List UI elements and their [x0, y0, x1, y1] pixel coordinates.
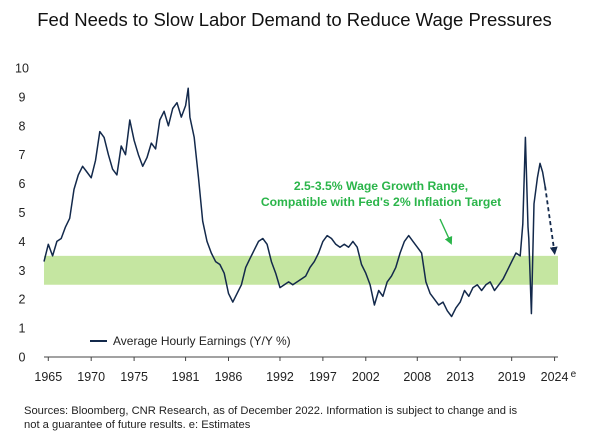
x-tick-label: 1970 [77, 370, 105, 384]
annotation-line-2: Compatible with Fed's 2% Inflation Targe… [261, 195, 501, 209]
legend-label: Average Hourly Earnings (Y/Y %) [113, 334, 291, 348]
source-note-line-1: Sources: Bloomberg, CNR Research, as of … [24, 405, 518, 417]
y-axis-ticks: 0 1 2 3 4 5 6 7 8 9 10 [15, 62, 29, 365]
annotation-arrow [439, 218, 453, 245]
wage-growth-target-band [44, 255, 558, 285]
x-tick-label: 1965 [34, 370, 62, 384]
source-note-line-2: not a guarantee of future results. e: Es… [24, 419, 251, 431]
x-tick-label: 1975 [120, 370, 148, 384]
source-note: Sources: Bloomberg, CNR Research, as of … [24, 404, 584, 432]
x-tick-label: 1986 [215, 370, 243, 384]
x-tick-label: 2024 [541, 370, 569, 384]
y-tick-label: 0 [19, 351, 26, 365]
x-tick-suffix: e [571, 369, 577, 380]
x-tick-label: 1992 [266, 370, 294, 384]
x-tick-label: 2019 [498, 370, 526, 384]
y-tick-label: 10 [15, 62, 29, 76]
y-tick-label: 4 [19, 235, 26, 249]
x-tick-label: 2008 [403, 370, 431, 384]
series-line-forecast [544, 186, 558, 255]
chart-title: Fed Needs to Slow Labor Demand to Reduce… [37, 9, 552, 30]
series-line-average-hourly-earnings [43, 87, 546, 318]
y-tick-label: 7 [19, 148, 26, 162]
x-tick-label: 1997 [309, 370, 337, 384]
y-tick-label: 6 [19, 177, 26, 191]
x-tick-label: 2013 [446, 370, 474, 384]
x-tick-label: 1981 [172, 370, 200, 384]
x-tick-label: 2002 [352, 370, 380, 384]
y-tick-label: 8 [19, 119, 26, 133]
y-tick-label: 5 [19, 206, 26, 220]
annotation-line-1: 2.5-3.5% Wage Growth Range, [294, 179, 468, 193]
y-tick-label: 9 [19, 90, 26, 104]
x-axis-ticks: 1965 1970 1975 1981 1986 1992 1997 2002 2008 2013… [34, 357, 577, 384]
y-tick-label: 2 [19, 293, 26, 307]
y-tick-label: 1 [19, 322, 26, 336]
y-tick-label: 3 [19, 264, 26, 278]
